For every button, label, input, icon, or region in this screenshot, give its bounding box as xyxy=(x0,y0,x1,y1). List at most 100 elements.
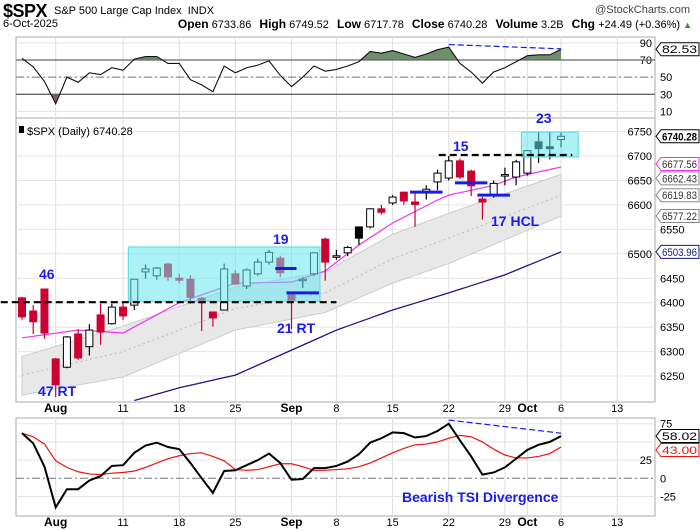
tsi-tick-label: -25 xyxy=(660,492,676,504)
x-tick-label: 15 xyxy=(386,517,398,529)
candle-body xyxy=(107,306,116,325)
candle-body xyxy=(388,196,397,204)
x-tick-label: 15 xyxy=(386,403,398,415)
exchange: INDX xyxy=(187,5,215,17)
candle-body xyxy=(399,191,408,202)
index-name: S&P 500 Large Cap Index xyxy=(54,5,182,17)
x-tick-label: 11 xyxy=(117,517,128,529)
close-label: Close xyxy=(411,17,445,31)
x-tick-label: 13 xyxy=(611,403,623,415)
candle-body xyxy=(62,336,71,368)
x-tick-label: 29 xyxy=(499,403,511,415)
price-tick-label: 6450 xyxy=(660,273,684,285)
tsi-signal-last-value: 43.00 xyxy=(662,445,697,457)
x-tick-label: 8 xyxy=(333,517,339,529)
x-tick-label: Aug xyxy=(44,515,67,529)
x-tick-label: 25 xyxy=(229,517,241,529)
x-tick-label: Sep xyxy=(281,515,303,529)
rsi-tick-label: 50 xyxy=(660,72,672,84)
rsi-tick-label: 70 xyxy=(640,55,652,67)
candle-body xyxy=(40,288,49,334)
tsi-divergence-label: Bearish TSI Divergence xyxy=(402,489,559,505)
open-value: 6733.86 xyxy=(211,19,252,31)
candle-body xyxy=(343,246,352,254)
candle-body xyxy=(51,358,60,386)
candle-body xyxy=(85,329,94,348)
rsi-tick-label: 30 xyxy=(660,89,672,101)
x-tick-label: 13 xyxy=(611,517,623,529)
annotation-47-rt: 47 RT xyxy=(38,383,77,399)
tsi-signal-line xyxy=(21,432,562,476)
slow-moving-average xyxy=(134,251,562,402)
x-tick-label: 25 xyxy=(229,403,241,415)
x-tick-label: 29 xyxy=(499,517,511,529)
candle-body xyxy=(433,172,442,183)
band-upper-last-value: 6662.43 xyxy=(662,173,697,185)
candle-body xyxy=(489,182,498,196)
price-tick-label: 6600 xyxy=(628,200,652,212)
rsi-tick-label: 10 xyxy=(660,106,672,118)
price-tick-label: 6400 xyxy=(660,298,684,310)
highlight-box xyxy=(520,131,579,158)
band-mid-last-value-box xyxy=(655,188,700,203)
price-last-value-box xyxy=(655,129,700,144)
triangle-up-icon: ▲ xyxy=(683,20,692,30)
tsi-last-value: 58.02 xyxy=(662,431,697,443)
quote-date: 6-Oct-2025 xyxy=(3,18,59,30)
volume-label: Volume xyxy=(495,17,538,31)
tsi-last-value-box xyxy=(655,429,700,444)
x-tick-label: 11 xyxy=(117,403,128,415)
tsi-divergence-line xyxy=(448,419,562,434)
band-upper-last-value-box xyxy=(655,171,700,186)
slow-ma-last-value: 6503.96 xyxy=(662,247,697,259)
price-tick-label: 6750 xyxy=(628,127,652,139)
annotation-17-hcl: 17 HCL xyxy=(491,213,540,229)
candle-body xyxy=(455,160,464,178)
candle-body xyxy=(321,238,330,263)
candle-body xyxy=(332,255,341,258)
price-tick-label: 6700 xyxy=(628,151,652,163)
candle-body xyxy=(366,208,375,228)
rsi-last-value-box xyxy=(655,42,700,57)
fast-ma-last-value-box xyxy=(655,156,700,171)
candle-body xyxy=(444,160,453,179)
candle-body xyxy=(119,306,128,317)
candle-body xyxy=(411,201,420,205)
candle-body xyxy=(96,314,105,333)
x-tick-label: 6 xyxy=(558,517,564,529)
annotation-15: 15 xyxy=(453,138,469,154)
candle-body xyxy=(512,161,521,178)
volume-value: 3.2B xyxy=(540,19,564,31)
open-label: Open xyxy=(177,17,209,31)
x-tick-label: Oct xyxy=(517,515,537,529)
close-value: 6740.28 xyxy=(447,19,488,31)
rsi-divergence-line xyxy=(448,43,562,50)
annotation-23: 23 xyxy=(536,110,552,126)
rsi-last-value: 82.53 xyxy=(662,44,697,56)
tsi-signal-last-value-box xyxy=(655,442,700,457)
candle-body xyxy=(18,297,26,318)
fast-ma-last-value: 6677.56 xyxy=(662,159,697,171)
brand: @StockCharts.com xyxy=(595,4,690,16)
price-tick-label: 6300 xyxy=(660,347,684,359)
high-value: 6749.52 xyxy=(289,19,329,31)
x-tick-label: 22 xyxy=(443,517,455,529)
band-mid-last-value: 6619.83 xyxy=(662,190,697,202)
x-tick-label: 18 xyxy=(173,403,185,415)
quote-summary: Open 6733.86 High 6749.52 Low 6717.78 Cl… xyxy=(178,17,692,31)
tsi-tick-label: 0 xyxy=(660,473,666,485)
candle-body xyxy=(29,310,38,323)
x-tick-label: Sep xyxy=(281,401,303,415)
candle-body xyxy=(74,333,83,359)
annotation-46: 46 xyxy=(39,266,55,282)
price-tick-label: 6250 xyxy=(660,371,684,383)
rsi-line xyxy=(21,46,562,106)
candle-legend-icon xyxy=(19,126,24,133)
candle-body xyxy=(377,208,386,213)
annotation-19: 19 xyxy=(273,231,289,247)
price-tick-label: 6550 xyxy=(660,224,684,236)
annotation-21-rt: 21 RT xyxy=(277,320,316,336)
slow-ma-last-value-box xyxy=(655,244,700,259)
